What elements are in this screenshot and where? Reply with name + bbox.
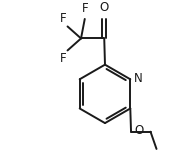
Text: F: F <box>59 52 66 65</box>
Text: N: N <box>134 72 142 85</box>
Text: F: F <box>81 2 88 15</box>
Text: O: O <box>134 124 144 137</box>
Text: O: O <box>100 2 109 15</box>
Text: F: F <box>59 12 66 25</box>
